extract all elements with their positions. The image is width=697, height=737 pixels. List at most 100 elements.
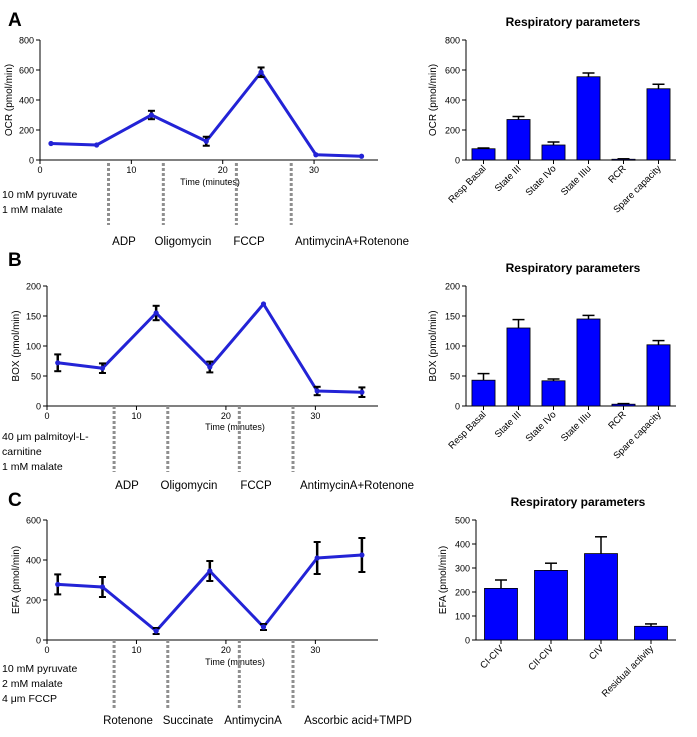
bar [576, 318, 601, 407]
data-point [55, 581, 61, 588]
bar [506, 327, 531, 407]
y-tick-label: 150 [26, 312, 41, 322]
data-point [203, 138, 209, 144]
y-tick-label: 200 [19, 126, 34, 136]
injection-label: AntimycinA+Rotenone [300, 480, 414, 492]
bar [576, 76, 601, 161]
x-axis-label: Time (minutes) [205, 657, 265, 667]
category-label: CIV [587, 643, 606, 662]
bar [541, 380, 566, 407]
y-tick-label: 600 [19, 66, 34, 76]
x-tick-label: 20 [218, 165, 228, 175]
bar [506, 119, 531, 161]
condition-text: carnitine [2, 446, 42, 458]
y-axis-label: BOX (pmol/min) [428, 310, 439, 381]
data-point [258, 69, 264, 75]
data-point [48, 140, 54, 147]
y-axis-label: EFA (pmol/min) [438, 546, 449, 614]
time-course-chart: 0 200 400 600 800 0 10 20 30 Time (minutes) OCR (p… [4, 36, 378, 187]
x-tick-label: 10 [131, 411, 141, 421]
x-tick-label: 0 [44, 411, 49, 421]
injection-label: FCCP [233, 236, 265, 248]
chart-title: Respiratory parameters [511, 495, 646, 509]
x-tick-label: 20 [221, 645, 231, 655]
data-point [148, 112, 155, 118]
injection-label: AntimycinA [224, 715, 282, 727]
bar [611, 403, 636, 407]
bar [584, 553, 618, 641]
bar [471, 379, 496, 407]
time-course-chart: 0 50 100 150 200 0 10 20 30 Time (minutes) BOX (pm… [11, 282, 378, 432]
y-tick-label: 600 [445, 66, 460, 76]
y-tick-label: 100 [455, 612, 470, 622]
data-point [207, 364, 213, 370]
y-tick-label: 150 [445, 312, 460, 322]
x-tick-label: 10 [131, 645, 141, 655]
y-tick-label: 400 [19, 96, 34, 106]
bar [534, 570, 568, 641]
category-label: State III [493, 163, 524, 194]
data-point [94, 142, 100, 148]
category-label: CI-CIV [478, 643, 506, 671]
condition-text: 2 mM malate [2, 678, 63, 690]
x-tick-label: 0 [44, 645, 49, 655]
series-line [57, 302, 362, 394]
category-label: State IIIu [559, 163, 594, 198]
y-tick-label: 200 [26, 282, 41, 292]
data-point [99, 584, 106, 590]
respiratory-parameters-chart: Respiratory parameters 0 200 400 600 800 OCR (… [428, 15, 676, 216]
category-label: State IVo [524, 409, 559, 444]
y-axis-label: EFA (pmol/min) [11, 546, 22, 614]
x-tick-label: 0 [37, 165, 42, 175]
data-point [153, 628, 159, 634]
y-tick-label: 0 [455, 402, 460, 412]
time-course-chart: 0 200 400 600 0 10 20 30 Time (minutes) EFA (pmol… [11, 516, 378, 667]
y-tick-label: 0 [465, 636, 470, 646]
condition-text: 1 mM malate [2, 461, 63, 473]
bar [646, 344, 671, 407]
panel-c: C 0 200 400 600 0 10 20 30 Time (minutes) EFA (pmo… [2, 490, 676, 727]
condition-text: 10 mM pyruvate [2, 663, 77, 675]
y-tick-label: 0 [455, 156, 460, 166]
panel-letter: C [8, 490, 22, 511]
category-label: State IIIu [559, 409, 594, 444]
y-axis-label: OCR (pmol/min) [4, 64, 15, 136]
category-label: Residual activity [600, 643, 656, 699]
category-label: RCR [606, 409, 628, 431]
bar [484, 588, 518, 641]
chart-title: Respiratory parameters [506, 15, 641, 29]
y-tick-label: 200 [445, 126, 460, 136]
injection-label: Oligomycin [155, 236, 212, 248]
data-point [99, 365, 106, 371]
x-tick-label: 20 [221, 411, 231, 421]
injection-label: ADP [112, 236, 136, 248]
y-tick-label: 500 [455, 516, 470, 526]
x-tick-label: 10 [126, 165, 136, 175]
panel-letter: A [8, 10, 22, 31]
category-label: Resp Basal [446, 409, 488, 451]
data-point [260, 301, 267, 307]
panel-b: B 0 50 100 150 200 0 10 20 30 Time (minutes) BOX (p… [2, 250, 676, 492]
x-axis-label: Time (minutes) [180, 177, 240, 187]
chart-title: Respiratory parameters [506, 261, 641, 275]
y-tick-label: 100 [26, 342, 41, 352]
condition-text: 1 mM malate [2, 204, 63, 216]
data-point [359, 389, 365, 395]
data-point [314, 555, 320, 561]
respiratory-parameters-chart: Respiratory parameters 0 100 200 300 400 500 EF… [438, 495, 676, 700]
category-label: State III [493, 409, 524, 440]
category-label: CII-CIV [526, 643, 556, 673]
category-label: RCR [606, 163, 628, 185]
data-point [207, 568, 213, 574]
condition-text: 4 μm FCCP [2, 693, 57, 705]
y-tick-label: 200 [455, 588, 470, 598]
bar [646, 88, 671, 161]
injection-label: AntimycinA+Rotenone [295, 236, 409, 248]
y-tick-label: 200 [26, 596, 41, 606]
injection-label: Succinate [163, 715, 214, 727]
y-tick-label: 0 [36, 636, 41, 646]
y-tick-label: 0 [36, 402, 41, 412]
data-point [153, 310, 159, 316]
category-label: Resp Basal [446, 163, 488, 205]
